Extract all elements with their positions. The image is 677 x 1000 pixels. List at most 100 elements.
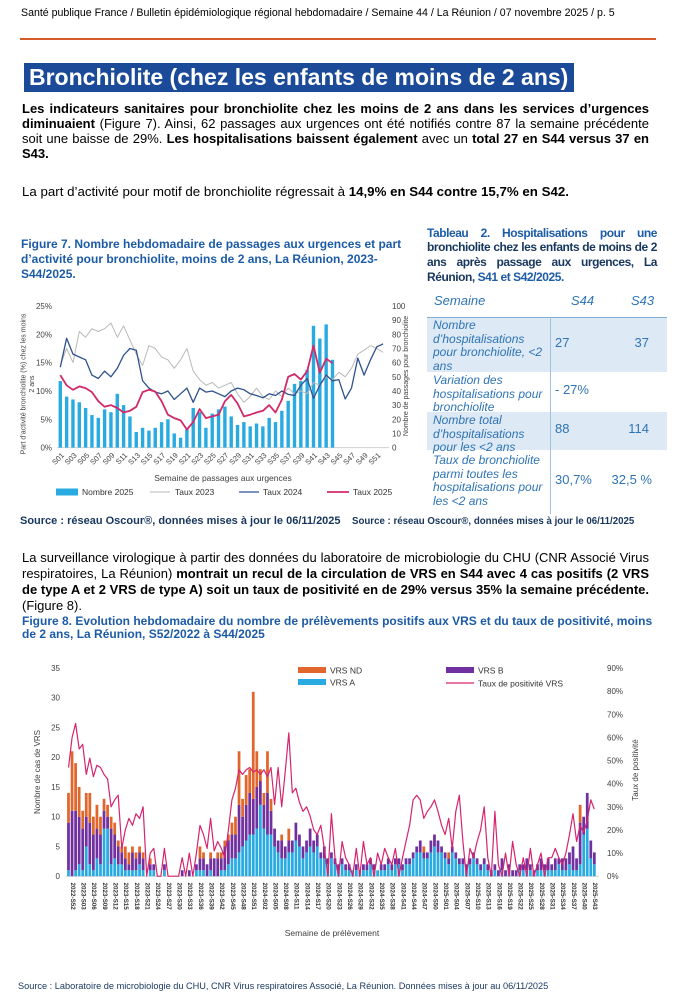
svg-text:70: 70 bbox=[392, 345, 401, 354]
svg-text:Taux 2023: Taux 2023 bbox=[175, 487, 214, 497]
svg-text:2025-S13: 2025-S13 bbox=[485, 883, 492, 911]
svg-text:20%: 20% bbox=[607, 826, 623, 835]
svg-text:2025-S07: 2025-S07 bbox=[463, 883, 470, 911]
svg-text:2025-S04: 2025-S04 bbox=[453, 883, 460, 911]
svg-text:2024-S38: 2024-S38 bbox=[389, 883, 396, 911]
svg-text:2025-S37: 2025-S37 bbox=[570, 883, 577, 911]
svg-text:2023-S36: 2023-S36 bbox=[197, 883, 204, 911]
svg-text:2024-S02: 2024-S02 bbox=[261, 883, 268, 911]
svg-text:2024-S41: 2024-S41 bbox=[399, 883, 406, 911]
svg-text:40: 40 bbox=[392, 387, 401, 396]
svg-text:Nombre de passages pour bronch: Nombre de passages pour bronchiolite bbox=[403, 316, 410, 436]
svg-text:20: 20 bbox=[392, 415, 401, 424]
svg-text:2023-S45: 2023-S45 bbox=[229, 883, 236, 911]
svg-text:2025-S01: 2025-S01 bbox=[442, 883, 449, 911]
svg-text:2023-S42: 2023-S42 bbox=[218, 883, 225, 911]
svg-text:25%: 25% bbox=[36, 302, 52, 311]
svg-text:Nombre 2025: Nombre 2025 bbox=[82, 487, 134, 497]
svg-text:2024-S35: 2024-S35 bbox=[378, 883, 385, 911]
svg-text:2025-S43: 2025-S43 bbox=[591, 883, 598, 911]
svg-text:30: 30 bbox=[392, 401, 401, 410]
svg-text:2024-S50: 2024-S50 bbox=[431, 883, 438, 911]
svg-text:2024-S32: 2024-S32 bbox=[367, 883, 374, 911]
svg-text:2024-S08: 2024-S08 bbox=[282, 883, 289, 911]
svg-text:Taux 2025: Taux 2025 bbox=[353, 487, 392, 497]
svg-text:15: 15 bbox=[51, 783, 60, 792]
svg-text:2023-S51: 2023-S51 bbox=[250, 883, 257, 911]
svg-text:2023-S24: 2023-S24 bbox=[154, 883, 161, 911]
svg-text:35: 35 bbox=[51, 664, 60, 673]
svg-text:10%: 10% bbox=[36, 387, 52, 396]
svg-text:S51: S51 bbox=[367, 451, 383, 467]
svg-text:2023-S33: 2023-S33 bbox=[186, 883, 193, 911]
svg-text:10%: 10% bbox=[607, 849, 623, 858]
svg-text:2023-S06: 2023-S06 bbox=[90, 883, 97, 911]
svg-text:60%: 60% bbox=[607, 733, 623, 742]
svg-text:2024-S47: 2024-S47 bbox=[421, 883, 428, 911]
svg-text:2025-S28: 2025-S28 bbox=[538, 883, 545, 911]
svg-text:Taux de positivité: Taux de positivité bbox=[631, 739, 640, 801]
svg-text:2024-S11: 2024-S11 bbox=[293, 883, 300, 910]
svg-text:0%: 0% bbox=[40, 444, 52, 453]
svg-text:2025-S40: 2025-S40 bbox=[581, 883, 588, 911]
svg-text:50: 50 bbox=[392, 373, 401, 382]
svg-text:2023-S39: 2023-S39 bbox=[208, 883, 215, 911]
svg-text:2023-S12: 2023-S12 bbox=[112, 883, 119, 911]
svg-text:2023-S03: 2023-S03 bbox=[80, 883, 87, 911]
svg-text:2025-S34: 2025-S34 bbox=[559, 883, 566, 911]
svg-text:15%: 15% bbox=[36, 359, 52, 368]
svg-text:2025-S10: 2025-S10 bbox=[474, 883, 481, 911]
svg-text:5%: 5% bbox=[40, 415, 52, 424]
svg-text:2024-S44: 2024-S44 bbox=[410, 883, 417, 911]
svg-text:0%: 0% bbox=[607, 872, 619, 881]
svg-text:100: 100 bbox=[392, 302, 406, 311]
svg-text:2023-S09: 2023-S09 bbox=[101, 883, 108, 911]
svg-text:2023-S30: 2023-S30 bbox=[176, 883, 183, 911]
svg-text:20%: 20% bbox=[36, 330, 52, 339]
svg-text:2023-S48: 2023-S48 bbox=[239, 883, 246, 911]
svg-text:10: 10 bbox=[51, 813, 60, 822]
svg-text:2 ans: 2 ans bbox=[29, 375, 36, 393]
svg-text:2023-S27: 2023-S27 bbox=[165, 883, 172, 911]
svg-text:2023-S15: 2023-S15 bbox=[122, 883, 129, 911]
svg-text:2025-S19: 2025-S19 bbox=[506, 883, 513, 911]
svg-text:20: 20 bbox=[51, 753, 60, 762]
svg-text:0: 0 bbox=[392, 444, 397, 453]
svg-text:90%: 90% bbox=[607, 664, 623, 673]
svg-text:VRS A: VRS A bbox=[330, 678, 355, 688]
svg-text:2024-S14: 2024-S14 bbox=[303, 883, 310, 911]
svg-text:2022-S52: 2022-S52 bbox=[69, 883, 76, 911]
svg-text:90: 90 bbox=[392, 316, 401, 325]
svg-text:70%: 70% bbox=[607, 710, 623, 719]
svg-text:40%: 40% bbox=[607, 780, 623, 789]
svg-text:VRS ND: VRS ND bbox=[330, 666, 362, 676]
svg-text:2025-S25: 2025-S25 bbox=[527, 883, 534, 911]
svg-text:2025-S22: 2025-S22 bbox=[517, 883, 524, 911]
svg-text:2025-S16: 2025-S16 bbox=[495, 883, 502, 911]
svg-text:0: 0 bbox=[56, 872, 61, 881]
svg-text:2024-S17: 2024-S17 bbox=[314, 883, 321, 911]
svg-text:80: 80 bbox=[392, 330, 401, 339]
svg-text:80%: 80% bbox=[607, 687, 623, 696]
svg-text:50%: 50% bbox=[607, 757, 623, 766]
svg-text:30%: 30% bbox=[607, 803, 623, 812]
svg-text:Semaine de passages aux urgenc: Semaine de passages aux urgences bbox=[154, 473, 292, 483]
svg-text:2023-S21: 2023-S21 bbox=[144, 883, 151, 911]
svg-text:Taux de positivité VRS: Taux de positivité VRS bbox=[478, 679, 563, 689]
svg-text:2023-S18: 2023-S18 bbox=[133, 883, 140, 911]
svg-text:60: 60 bbox=[392, 359, 401, 368]
svg-text:30: 30 bbox=[51, 694, 60, 703]
svg-text:2024-S23: 2024-S23 bbox=[335, 883, 342, 911]
svg-text:2024-S29: 2024-S29 bbox=[357, 883, 364, 911]
svg-text:Part d’activité bronchiolite (: Part d’activité bronchiolite (%) chez le… bbox=[21, 313, 28, 454]
svg-text:VRS B: VRS B bbox=[478, 666, 504, 676]
svg-text:2024-S26: 2024-S26 bbox=[346, 883, 353, 911]
svg-text:Semaine de prélèvement: Semaine de prélèvement bbox=[285, 928, 380, 938]
svg-text:Taux 2024: Taux 2024 bbox=[263, 487, 302, 497]
svg-text:2025-S31: 2025-S31 bbox=[549, 883, 556, 911]
svg-text:25: 25 bbox=[51, 724, 60, 733]
svg-text:2024-S20: 2024-S20 bbox=[325, 883, 332, 911]
svg-text:2024-S05: 2024-S05 bbox=[271, 883, 278, 911]
svg-text:10: 10 bbox=[392, 429, 401, 438]
svg-text:5: 5 bbox=[56, 843, 61, 852]
